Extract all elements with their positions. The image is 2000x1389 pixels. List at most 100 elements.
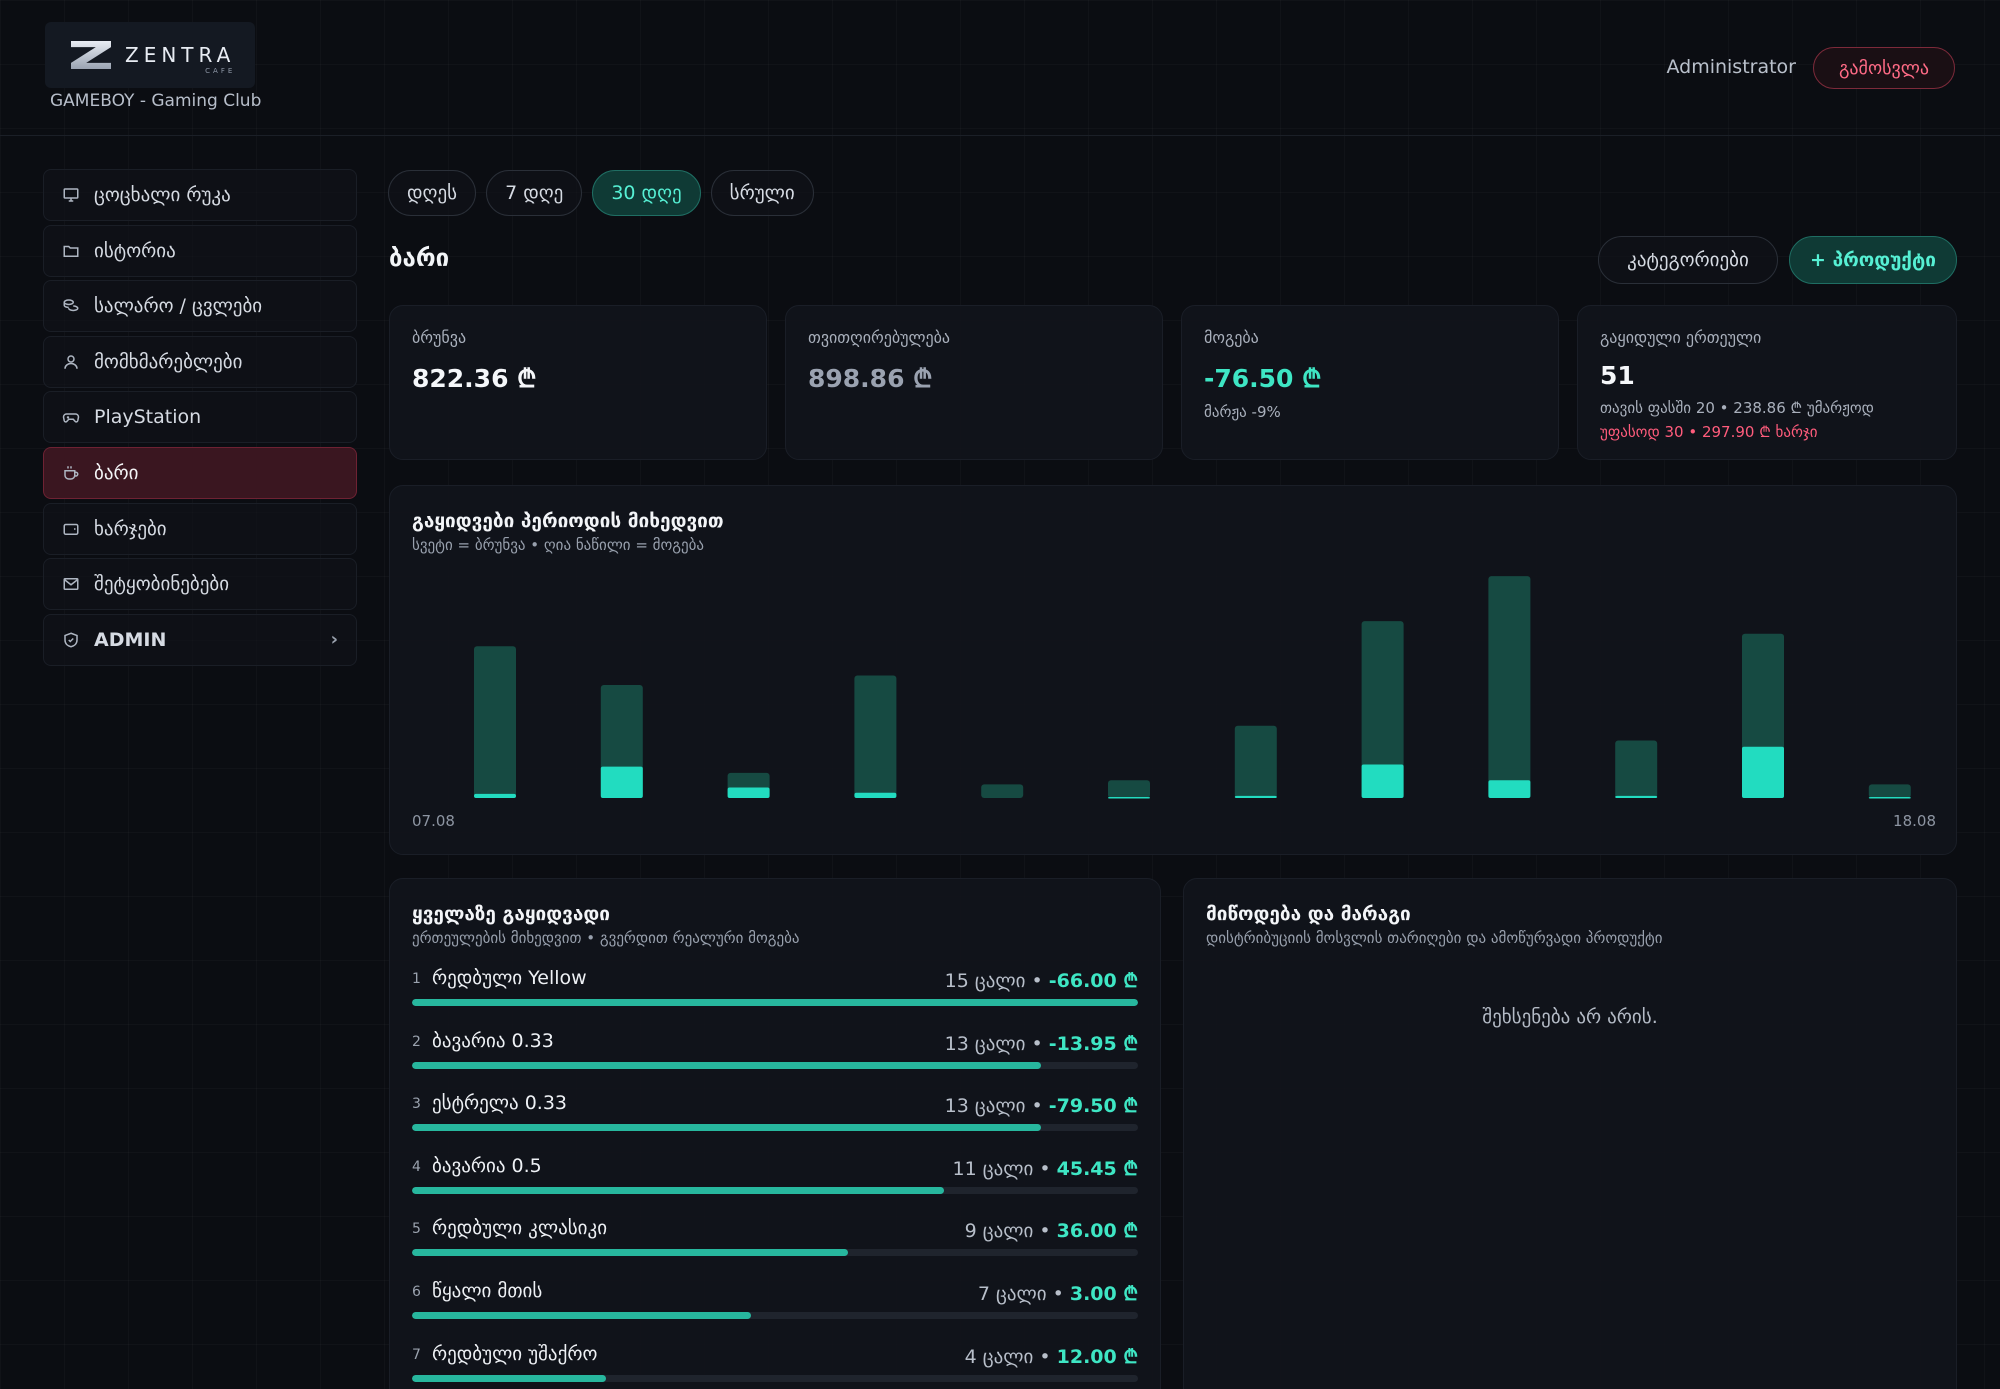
list-item[interactable]: 3 ესტრელა 0.33 13 ცალი • -79.50 ₾ bbox=[412, 1090, 1138, 1153]
product-stats: 13 ცალი • -13.95 ₾ bbox=[944, 1032, 1138, 1055]
folder-icon bbox=[62, 242, 80, 260]
product-stats: 11 ცალი • 45.45 ₾ bbox=[952, 1157, 1138, 1180]
list-item[interactable]: 1 რედბული Yellow 15 ცალი • -66.00 ₾ bbox=[412, 965, 1138, 1028]
supply-empty-message: შეხსენება არ არის. bbox=[1482, 1006, 1658, 1028]
product-rank: 1 bbox=[412, 971, 421, 987]
product-profit: 3.00 ₾ bbox=[1069, 1282, 1138, 1305]
supply-card: მიწოდება და მარაგი დისტრიბუციის მოსვლის … bbox=[1183, 878, 1957, 1389]
sidebar-item-playstation[interactable]: PlayStation bbox=[43, 391, 357, 444]
shield-icon bbox=[62, 631, 80, 649]
wallet-icon bbox=[62, 520, 80, 538]
list-item[interactable]: 4 ბავარია 0.5 11 ცალი • 45.45 ₾ bbox=[412, 1153, 1138, 1216]
product-name: ბავარია 0.33 bbox=[432, 1029, 554, 1052]
stat-value: 822.36 ₾ bbox=[412, 364, 537, 393]
profit-bar[interactable] bbox=[1108, 796, 1150, 799]
product-stats: 9 ცალი • 36.00 ₾ bbox=[964, 1220, 1138, 1243]
sidebar-item-expenses[interactable]: ხარჯები bbox=[43, 502, 357, 555]
date-range-tabs: დღეს 7 დღე 30 დღე სრული bbox=[388, 170, 814, 216]
revenue-bar[interactable] bbox=[1361, 621, 1404, 798]
x-axis-end-label: 18.08 bbox=[1893, 812, 1936, 830]
product-rank: 5 bbox=[412, 1221, 421, 1238]
coffee-cup-icon bbox=[62, 464, 80, 482]
tab-all[interactable]: სრული bbox=[710, 170, 814, 216]
list-item[interactable]: 7 რედბული უშაქრო 4 ცალი • 12.00 ₾ bbox=[412, 1341, 1138, 1389]
tab-30-days[interactable]: 30 დღე bbox=[592, 170, 701, 216]
product-qty: 4 ცალი bbox=[964, 1345, 1034, 1368]
product-qty: 13 ცალი bbox=[944, 1095, 1026, 1118]
sales-bar-chart: 07.08 18.08 bbox=[412, 576, 1936, 830]
revenue-bar[interactable] bbox=[1868, 784, 1911, 798]
list-item[interactable]: 2 ბავარია 0.33 13 ცალი • -13.95 ₾ bbox=[412, 1028, 1138, 1091]
sidebar-item-bar[interactable]: ბარი bbox=[43, 446, 357, 499]
product-name: ბავარია 0.5 bbox=[432, 1154, 542, 1177]
profit-bar[interactable] bbox=[600, 766, 643, 798]
stat-card-revenue: ბრუნვა 822.36 ₾ bbox=[389, 305, 767, 460]
profit-bar[interactable] bbox=[1234, 795, 1277, 798]
tab-today[interactable]: დღეს bbox=[388, 170, 477, 216]
sidebar-item-messages[interactable]: შეტყობინებები bbox=[43, 558, 357, 611]
product-profit: 36.00 ₾ bbox=[1056, 1220, 1138, 1243]
chart-subtitle: სვეტი = ბრუნვა • ღია ნაწილი = მოგება bbox=[412, 536, 704, 554]
brand-logo[interactable]: ZENTRA CAFE bbox=[45, 22, 255, 88]
product-name: წყალი მთის bbox=[432, 1279, 543, 1302]
revenue-bar[interactable] bbox=[1488, 576, 1531, 798]
revenue-bar[interactable] bbox=[1234, 725, 1277, 798]
supply-title: მიწოდება და მარაგი bbox=[1206, 903, 1411, 925]
sidebar-item-label: ADMIN bbox=[94, 628, 167, 651]
current-user-name: Administrator bbox=[1666, 56, 1796, 78]
sidebar-nav: ცოცხალი რუკა ისტორია სალარო / ცვლები მომ… bbox=[43, 169, 357, 669]
profit-bar[interactable] bbox=[1742, 746, 1784, 798]
product-bar-fill bbox=[412, 1249, 848, 1257]
sidebar-item-history[interactable]: ისტორია bbox=[43, 224, 357, 277]
add-product-button[interactable]: + პროდუქტი bbox=[1789, 236, 1957, 284]
stat-value: 51 bbox=[1600, 361, 1635, 390]
tab-7-days[interactable]: 7 დღე bbox=[486, 170, 583, 216]
list-item[interactable]: 6 წყალი მთის 7 ცალი • 3.00 ₾ bbox=[412, 1278, 1138, 1341]
categories-button[interactable]: კატეგორიები bbox=[1598, 236, 1778, 284]
product-bar-track bbox=[412, 1061, 1138, 1069]
zentra-logo-icon bbox=[71, 39, 111, 71]
product-qty: 7 ცალი bbox=[977, 1282, 1047, 1305]
profit-bar[interactable] bbox=[1615, 795, 1658, 798]
product-bar-fill bbox=[412, 999, 1138, 1006]
product-name: ესტრელა 0.33 bbox=[432, 1092, 567, 1115]
product-rank: 4 bbox=[412, 1158, 421, 1175]
stat-label: ბრუნვა bbox=[412, 328, 467, 347]
chart-title: გაყიდვები პერიოდის მიხედვით bbox=[412, 510, 724, 532]
profit-bar[interactable] bbox=[1868, 796, 1911, 799]
stat-value: -76.50 ₾ bbox=[1204, 364, 1322, 393]
profit-bar[interactable] bbox=[854, 792, 897, 798]
stat-free-line: უფასოდ 30 • 297.90 ₾ ხარჯი bbox=[1600, 423, 1818, 441]
list-item[interactable]: 5 რედბული კლასიკი 9 ცალი • 36.00 ₾ bbox=[412, 1215, 1138, 1278]
sidebar-item-users[interactable]: მომხმარებლები bbox=[43, 335, 357, 388]
stat-paid-line: თავის ფასში 20 • 238.86 ₾ უმარჟოდ bbox=[1600, 399, 1874, 417]
sidebar-item-label: ხარჯები bbox=[94, 517, 167, 540]
top-products-card: ყველაზე გაყიდვადი ერთეულების მიხედვით • … bbox=[389, 878, 1161, 1389]
product-stats: 7 ცალი • 3.00 ₾ bbox=[977, 1282, 1138, 1305]
product-rank: 7 bbox=[412, 1346, 421, 1363]
profit-bar[interactable] bbox=[474, 793, 516, 798]
stat-label: მოგება bbox=[1204, 328, 1259, 347]
profit-bar[interactable] bbox=[1488, 780, 1531, 798]
sidebar-item-live-map[interactable]: ცოცხალი რუკა bbox=[43, 169, 357, 221]
stat-margin: მარჟა -9% bbox=[1204, 403, 1281, 421]
app-header: ZENTRA CAFE GAMEBOY - Gaming Club Admini… bbox=[0, 0, 2000, 136]
profit-bar[interactable] bbox=[727, 787, 770, 798]
sidebar-item-cashier[interactable]: სალარო / ცვლები bbox=[43, 280, 357, 333]
revenue-bar[interactable] bbox=[854, 675, 897, 798]
product-bar-fill bbox=[412, 1311, 752, 1319]
profit-bar[interactable] bbox=[1361, 764, 1404, 798]
product-qty: 13 ცალი bbox=[944, 1032, 1026, 1055]
revenue-bar[interactable] bbox=[981, 784, 1024, 798]
revenue-bar[interactable] bbox=[1615, 740, 1658, 798]
revenue-bar[interactable] bbox=[474, 646, 516, 798]
user-icon bbox=[62, 353, 80, 371]
product-stats: 15 ცალი • -66.00 ₾ bbox=[944, 970, 1138, 992]
product-bar-track bbox=[412, 999, 1138, 1006]
revenue-bar[interactable] bbox=[1108, 780, 1150, 798]
sidebar-item-admin[interactable]: ADMIN › bbox=[43, 613, 357, 666]
sidebar-item-label: შეტყობინებები bbox=[94, 573, 230, 596]
product-name: რედბული უშაქრო bbox=[432, 1342, 598, 1365]
product-rank: 2 bbox=[412, 1033, 421, 1050]
logout-button[interactable]: გამოსვლა bbox=[1813, 47, 1955, 89]
